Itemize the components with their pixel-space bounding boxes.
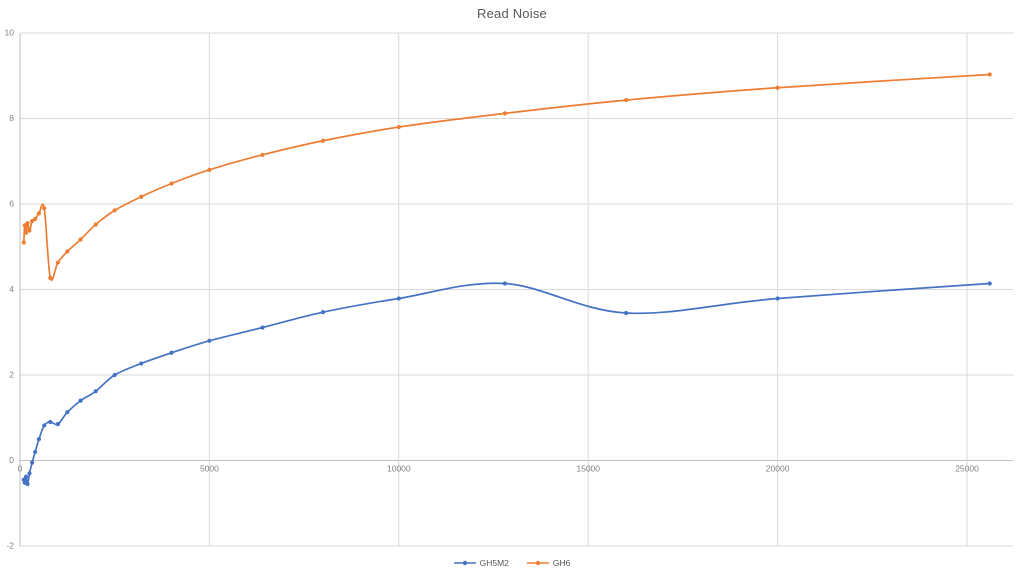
data-point-gh6 (21, 240, 26, 245)
data-point-gh6 (27, 228, 32, 233)
y-tick-label: 10 (5, 28, 15, 38)
y-tick-label: -2 (6, 541, 14, 551)
data-point-gh6 (48, 275, 53, 281)
data-point-gh5m2 (48, 419, 53, 425)
legend-item-gh6[interactable]: GH6 (526, 558, 571, 568)
data-point-gh5m2 (207, 338, 212, 343)
data-point-gh6 (30, 219, 35, 224)
data-point-gh5m2 (623, 310, 629, 316)
x-tick-label: 5000 (200, 464, 219, 474)
y-tick-label: 6 (9, 199, 14, 209)
data-point-gh6 (23, 230, 29, 235)
data-point-gh6 (396, 124, 401, 130)
y-tick-label: 8 (9, 113, 14, 123)
y-tick-label: 2 (9, 370, 14, 380)
data-point-gh5m2 (33, 449, 38, 455)
data-point-gh5m2 (30, 460, 35, 465)
data-point-gh5m2 (23, 474, 29, 479)
data-point-gh6 (65, 249, 70, 254)
chart-title: Read Noise (477, 6, 547, 21)
data-point-gh6 (320, 138, 326, 143)
data-point-gh5m2 (27, 471, 32, 476)
data-point-gh5m2 (987, 281, 992, 286)
legend-label: GH6 (552, 558, 571, 568)
legend-label: GH5M2 (479, 558, 509, 568)
data-point-gh6 (169, 181, 174, 186)
data-point-gh5m2 (42, 423, 47, 428)
data-point-gh6 (987, 72, 992, 77)
legend-item-gh5m2[interactable]: GH5M2 (453, 558, 509, 568)
x-tick-label: 0 (18, 464, 23, 474)
data-point-gh5m2 (139, 361, 144, 366)
data-point-gh6 (93, 222, 98, 227)
data-point-gh5m2 (320, 310, 326, 315)
data-point-gh6 (33, 216, 38, 222)
data-point-gh5m2 (55, 422, 60, 427)
data-point-gh6 (502, 111, 507, 116)
y-tick-label: 4 (9, 284, 14, 294)
x-tick-label: 15000 (576, 464, 600, 474)
data-point-gh6 (207, 167, 212, 172)
data-point-gh6 (260, 152, 265, 157)
data-point-gh5m2 (65, 410, 70, 415)
data-point-gh6 (112, 208, 117, 213)
data-point-gh5m2 (260, 325, 265, 330)
data-point-gh5m2 (36, 437, 42, 442)
data-point-gh5m2 (775, 296, 780, 301)
legend-marker-icon (453, 560, 476, 566)
data-point-gh6 (139, 194, 144, 199)
chart-legend: GH5M2 GH6 (0, 558, 1024, 568)
data-point-gh5m2 (78, 398, 83, 403)
data-point-gh5m2 (396, 296, 401, 301)
x-tick-label: 10000 (387, 464, 411, 474)
data-point-gh5m2 (169, 350, 174, 355)
series-line-gh6 (22, 73, 991, 281)
series-line-gh5m2 (22, 282, 991, 485)
data-point-gh6 (25, 221, 30, 226)
data-point-gh6 (78, 237, 83, 242)
data-point-gh6 (42, 206, 47, 211)
legend-marker-icon (526, 560, 549, 566)
data-point-gh5m2 (502, 281, 507, 286)
data-point-gh6 (36, 211, 42, 216)
data-point-gh6 (623, 98, 629, 103)
data-point-gh6 (55, 260, 60, 265)
y-tick-label: 0 (9, 455, 14, 465)
data-point-gh6 (775, 85, 780, 90)
data-point-gh5m2 (93, 389, 98, 394)
data-point-gh5m2 (25, 481, 30, 487)
data-point-gh5m2 (112, 372, 117, 378)
x-tick-label: 20000 (766, 464, 790, 474)
x-tick-label: 25000 (955, 464, 979, 474)
